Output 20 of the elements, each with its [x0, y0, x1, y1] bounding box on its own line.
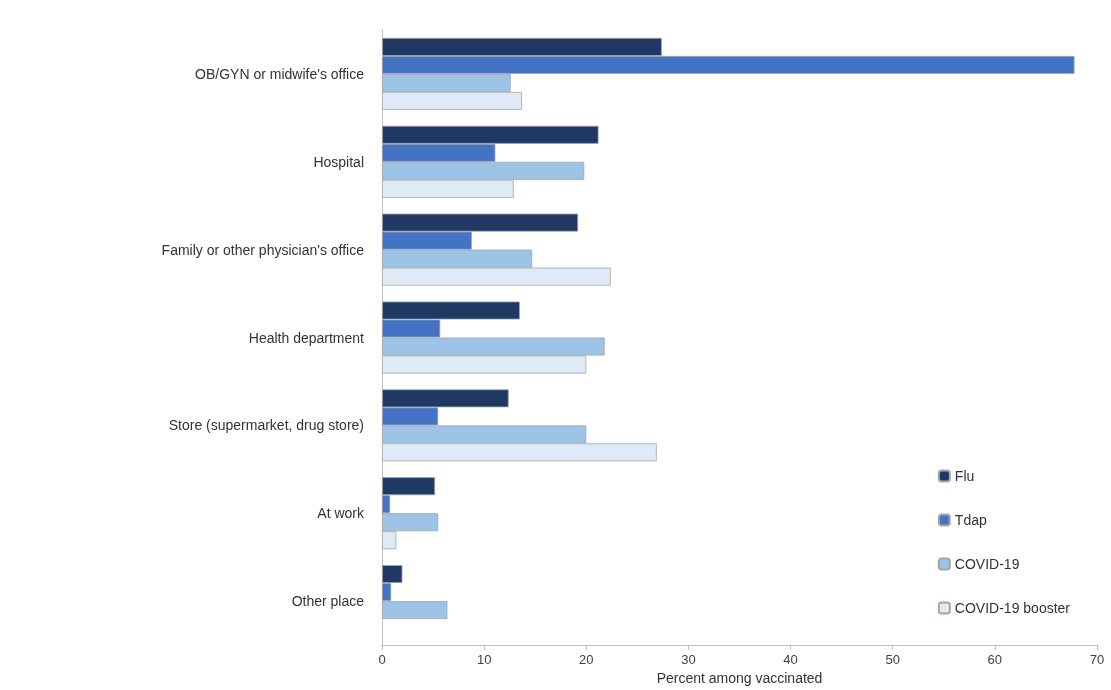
- x-tick-label: 10: [476, 652, 492, 667]
- x-tick-label: 0: [378, 652, 386, 667]
- legend-label: COVID-19 booster: [954, 600, 1071, 616]
- y-tick-label: Family or other physician's office: [161, 241, 365, 258]
- y-tick-label: Health department: [248, 329, 365, 346]
- legend-label: Flu: [954, 468, 975, 484]
- legend-label: Tdap: [954, 512, 987, 528]
- x-tick-label: 60: [987, 652, 1003, 667]
- y-tick-label: Other place: [291, 593, 365, 610]
- y-tick-label: Store (supermarket, drug store): [168, 417, 364, 434]
- x-tick-label: 40: [783, 652, 798, 667]
- x-tick-label: 30: [681, 652, 696, 667]
- y-tick-label: Hospital: [313, 153, 364, 170]
- x-tick-label: 50: [885, 652, 900, 667]
- legend-label: COVID-19: [954, 556, 1020, 572]
- x-tick-label: 70: [1089, 652, 1105, 667]
- y-tick-label: OB/GYN or midwife's office: [195, 65, 365, 82]
- x-axis-title: Percent among vaccinated: [656, 670, 823, 686]
- x-tick-label: 20: [579, 652, 594, 667]
- y-tick-label: At work: [317, 505, 365, 522]
